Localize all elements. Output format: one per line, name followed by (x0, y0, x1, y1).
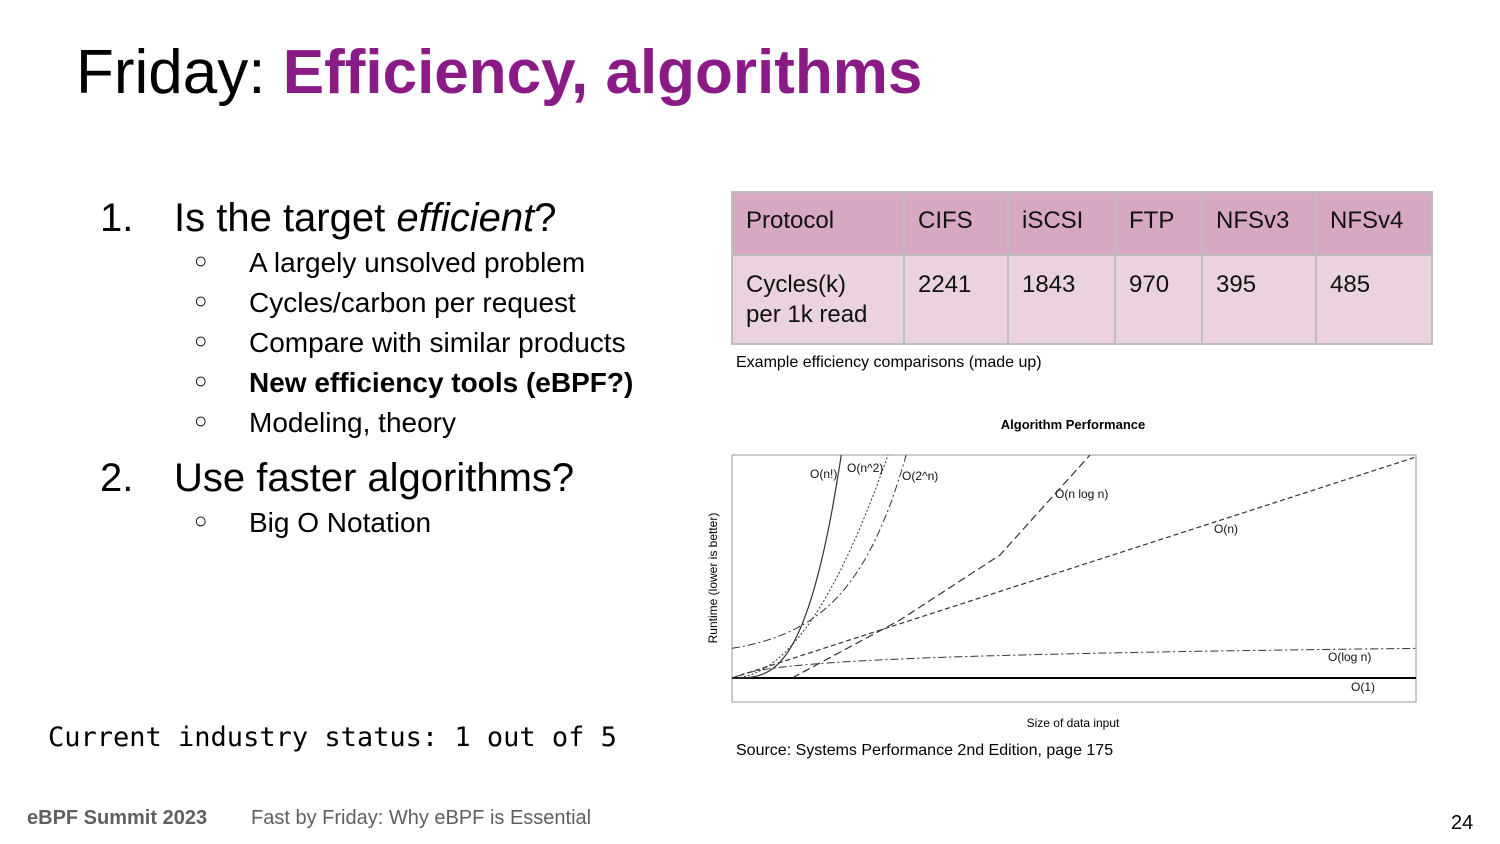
sub-item-text: Compare with similar products (249, 327, 626, 358)
table-cell: 1843 (1007, 254, 1116, 345)
sub-item: ○ Big O Notation (100, 504, 700, 544)
algorithm-performance-chart: Algorithm Performance Runtime (lower is … (706, 417, 1417, 730)
plot-frame (731, 454, 1417, 703)
series-o-n-factorial (732, 455, 842, 679)
title-prefix: Friday: (76, 38, 283, 107)
title-accent: Efficiency, algorithms (282, 38, 923, 107)
row-label-line: Cycles(k) (746, 271, 846, 298)
industry-status: Current industry status: 1 out of 5 (48, 722, 617, 753)
series-label-o-2-n: O(2^n) (902, 469, 938, 483)
slide-title: Friday: Efficiency, algorithms (76, 36, 922, 110)
table-row: Cycles(k) per 1k read 2241 1843 970 395 4… (731, 254, 1433, 345)
table-header-cell: FTP (1114, 191, 1203, 256)
sub-item: ○ Modeling, theory (100, 404, 700, 444)
bullet-icon: ○ (194, 288, 208, 313)
series-label-o-n: O(n) (1214, 522, 1238, 536)
sub-item: ○ A largely unsolved problem (100, 244, 700, 284)
table-header-cell: Protocol (731, 191, 905, 256)
series-o-2-n (732, 455, 907, 649)
efficiency-table: Protocol CIFS iSCSI FTP NFSv3 NFSv4 Cycl… (731, 191, 1433, 345)
footer-event: eBPF Summit 2023 (27, 807, 208, 829)
table-header-row: Protocol CIFS iSCSI FTP NFSv3 NFSv4 (731, 191, 1433, 256)
sub-item-text: Big O Notation (249, 507, 432, 538)
table-cell: 485 (1315, 254, 1433, 345)
table-cell: 395 (1201, 254, 1317, 345)
series-label-o-n-log-n: O(n log n) (1055, 487, 1108, 501)
row-label-line: per 1k read (746, 301, 868, 328)
x-axis-label: Size of data input (1027, 716, 1120, 730)
series-o-n-squared (732, 455, 889, 679)
series-o-n-log-n (791, 455, 1091, 679)
table-header-cell: NFSv4 (1315, 191, 1433, 256)
bullet-icon: ○ (194, 368, 208, 393)
list-item-1: 1. Is the target efficient? (100, 190, 700, 242)
series-label-o-n-factorial: O(n!) (810, 467, 837, 481)
series-label-o-log-n: O(log n) (1328, 650, 1371, 664)
table-header-cell: iSCSI (1007, 191, 1116, 256)
list-number: 2. (100, 456, 134, 500)
table-cell: 970 (1114, 254, 1203, 345)
table-row-label: Cycles(k) per 1k read (731, 254, 905, 345)
y-axis-label: Runtime (lower is better) (706, 513, 720, 644)
list-text-before: Is the target (174, 196, 397, 240)
sub-item-text: A largely unsolved problem (249, 247, 586, 278)
list-item-text: Use faster algorithms? (174, 456, 575, 500)
sub-item-text: New efficiency tools (eBPF?) (249, 367, 634, 398)
sub-item-text: Cycles/carbon per request (249, 287, 576, 318)
sub-item-text: Modeling, theory (249, 407, 457, 438)
table-cell: 2241 (903, 254, 1009, 345)
sub-item: ○ Compare with similar products (100, 324, 700, 364)
list-text-after: ? (534, 196, 557, 240)
sub-item-bold: ○ New efficiency tools (eBPF?) (100, 364, 700, 404)
bullet-icon: ○ (194, 328, 208, 353)
series-label-o-1: O(1) (1351, 680, 1375, 694)
chart-title: Algorithm Performance (1001, 417, 1145, 432)
table-header-cell: CIFS (903, 191, 1009, 256)
page-number: 24 (1451, 812, 1474, 834)
bullet-icon: ○ (194, 508, 208, 533)
list-number: 1. (100, 196, 134, 240)
bullet-icon: ○ (194, 248, 208, 273)
main-list: 1. Is the target efficient? ○ A largely u… (100, 190, 700, 544)
bullet-icon: ○ (194, 408, 208, 433)
chart-caption: Source: Systems Performance 2nd Edition,… (736, 742, 1114, 759)
list-text-emphasis: efficient (396, 196, 535, 240)
sub-item: ○ Cycles/carbon per request (100, 284, 700, 324)
list-item-text: Is the target efficient? (174, 194, 556, 242)
list-item-2: 2. Use faster algorithms? (100, 450, 700, 502)
table-header-cell: NFSv3 (1201, 191, 1317, 256)
table-caption: Example efficiency comparisons (made up) (736, 354, 1042, 371)
series-label-o-n-squared: O(n^2) (847, 461, 883, 475)
series-o-log-n (732, 647, 1416, 679)
footer-talk-title: Fast by Friday: Why eBPF is Essential (251, 807, 592, 829)
